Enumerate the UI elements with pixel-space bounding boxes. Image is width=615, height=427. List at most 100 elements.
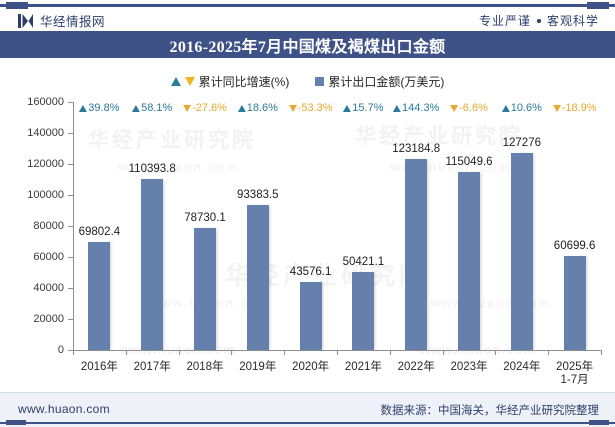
growth-triangle-down-icon	[183, 104, 192, 112]
growth-triangle-up-icon	[393, 104, 402, 112]
watermark-institute-1: 华经产业研究院	[88, 129, 256, 152]
square-marker-icon	[315, 77, 325, 86]
growth-value-text: 144.3%	[402, 102, 440, 114]
triangle-down-icon	[184, 77, 195, 86]
x-tick-label: 2018年	[186, 361, 224, 373]
legend-item-growth: 累计同比增速(%)	[170, 73, 290, 90]
y-tick-mark	[68, 226, 73, 227]
y-tick-mark	[68, 195, 73, 196]
growth-triangle-up-icon	[501, 104, 510, 112]
bar	[88, 241, 111, 350]
footer-url[interactable]: www.huaon.com	[18, 402, 110, 416]
x-tick-label: 2016年	[80, 361, 118, 373]
growth-value-text: -18.9%	[561, 102, 597, 114]
growth-label: 15.7%	[343, 102, 383, 114]
x-tick-mark	[231, 350, 233, 355]
watermark-site-1: www.huaon.com	[118, 160, 239, 174]
growth-value-text: 58.1%	[141, 102, 173, 114]
chart-legend: 累计同比增速(%) 累计出口金额(万美元)	[0, 73, 615, 90]
legend-label-amount: 累计出口金额(万美元)	[328, 75, 445, 89]
growth-label: -53.3%	[288, 102, 333, 114]
legend-item-amount: 累计出口金额(万美元)	[315, 73, 444, 90]
page-footer: www.huaon.com 数据来源：中国海关，华经产业研究院整理	[0, 392, 615, 427]
y-tick-label: 140000	[27, 127, 64, 139]
y-tick-label: 0	[57, 344, 64, 356]
growth-value-text: 10.6%	[510, 102, 542, 114]
top-rule-cap-right	[587, 2, 609, 9]
growth-triangle-down-icon	[450, 104, 459, 112]
growth-triangle-up-icon	[132, 104, 141, 112]
bar	[563, 255, 586, 350]
y-axis-line	[73, 102, 74, 351]
bar-value-label: 60699.6	[553, 239, 596, 252]
tagline-dot-icon	[536, 18, 541, 23]
tagline-right: 客观科学	[546, 14, 599, 28]
y-tick-mark	[68, 257, 73, 258]
growth-value-text: -53.3%	[297, 102, 333, 114]
y-tick-label: 60000	[33, 251, 64, 263]
y-tick-mark	[68, 350, 73, 351]
title-bar: 2016-2025年7月中国煤及褐煤出口金额	[0, 31, 615, 58]
y-tick-label: 120000	[27, 158, 64, 170]
footer-source: 数据来源：中国海关，华经产业研究院整理	[380, 405, 600, 417]
y-tick-label: 20000	[33, 313, 64, 325]
y-tick-mark	[68, 133, 73, 134]
growth-value-text: 15.7%	[352, 102, 384, 114]
bar	[405, 159, 428, 350]
x-tick-label: 2017年	[133, 361, 171, 373]
x-tick-mark	[601, 350, 602, 355]
bar	[510, 152, 533, 350]
x-tick-label: 2024年	[503, 361, 541, 373]
growth-label: -18.9%	[552, 102, 597, 114]
growth-triangle-down-icon	[552, 104, 561, 112]
y-tick-mark	[68, 164, 73, 165]
bar-value-label: 69802.4	[78, 225, 121, 238]
bar-value-label: 123184.8	[392, 143, 441, 156]
bar	[352, 271, 375, 350]
bar-value-label: 43576.1	[289, 266, 332, 279]
x-tick-mark	[495, 350, 497, 355]
x-tick-sublabel: 1-7月	[560, 374, 589, 386]
growth-label: 39.8%	[79, 102, 119, 114]
y-tick-label: 100000	[27, 189, 64, 201]
growth-label: 18.6%	[237, 102, 278, 114]
bar	[194, 227, 216, 350]
x-tick-mark	[442, 350, 444, 355]
growth-label: 58.1%	[132, 102, 172, 114]
bar	[299, 282, 322, 350]
page-title: 2016-2025年7月中国煤及褐煤出口金额	[169, 38, 446, 56]
brand: 华经情报网	[18, 11, 105, 30]
tagline: 专业严谨 客观科学	[479, 12, 599, 29]
growth-triangle-up-icon	[343, 104, 352, 112]
growth-triangle-up-icon	[237, 104, 246, 112]
growth-value-text: -27.6%	[192, 102, 227, 114]
bar-value-label: 110393.8	[128, 162, 176, 175]
page-header: 华经情报网 专业严谨 客观科学	[0, 8, 615, 32]
x-tick-label: 2019年	[239, 361, 277, 373]
footer-rule-divider	[0, 422, 615, 424]
x-tick-label: 2025年	[556, 361, 594, 373]
growth-label: 10.6%	[501, 102, 542, 114]
x-tick-mark	[284, 350, 286, 355]
footer-rule-cap-right	[589, 420, 609, 425]
growth-value-text: 18.6%	[246, 102, 278, 114]
y-tick-mark	[68, 288, 73, 289]
x-tick-label: 2022年	[397, 361, 435, 373]
growth-label: 144.3%	[393, 102, 439, 114]
x-tick-label: 2020年	[292, 361, 330, 373]
bar-value-label: 93383.5	[237, 189, 279, 202]
legend-label-growth: 累计同比增速(%)	[198, 75, 290, 89]
x-tick-mark	[548, 350, 550, 355]
bar	[141, 178, 164, 350]
y-tick-label: 80000	[33, 220, 64, 232]
growth-triangle-up-icon	[79, 104, 88, 112]
bar-value-label: 115049.6	[445, 155, 493, 168]
growth-label: -6.6%	[450, 102, 488, 114]
growth-label: -27.6%	[183, 102, 227, 114]
growth-label-row: 39.8% 58.1% -27.6% 18.6% -53.3% 15.7% 144.3% -6…	[0, 102, 615, 118]
x-tick-label: 2023年	[450, 361, 488, 373]
x-tick-mark	[389, 350, 391, 355]
bar-value-label: 50421.1	[342, 255, 385, 268]
bar	[246, 205, 269, 350]
